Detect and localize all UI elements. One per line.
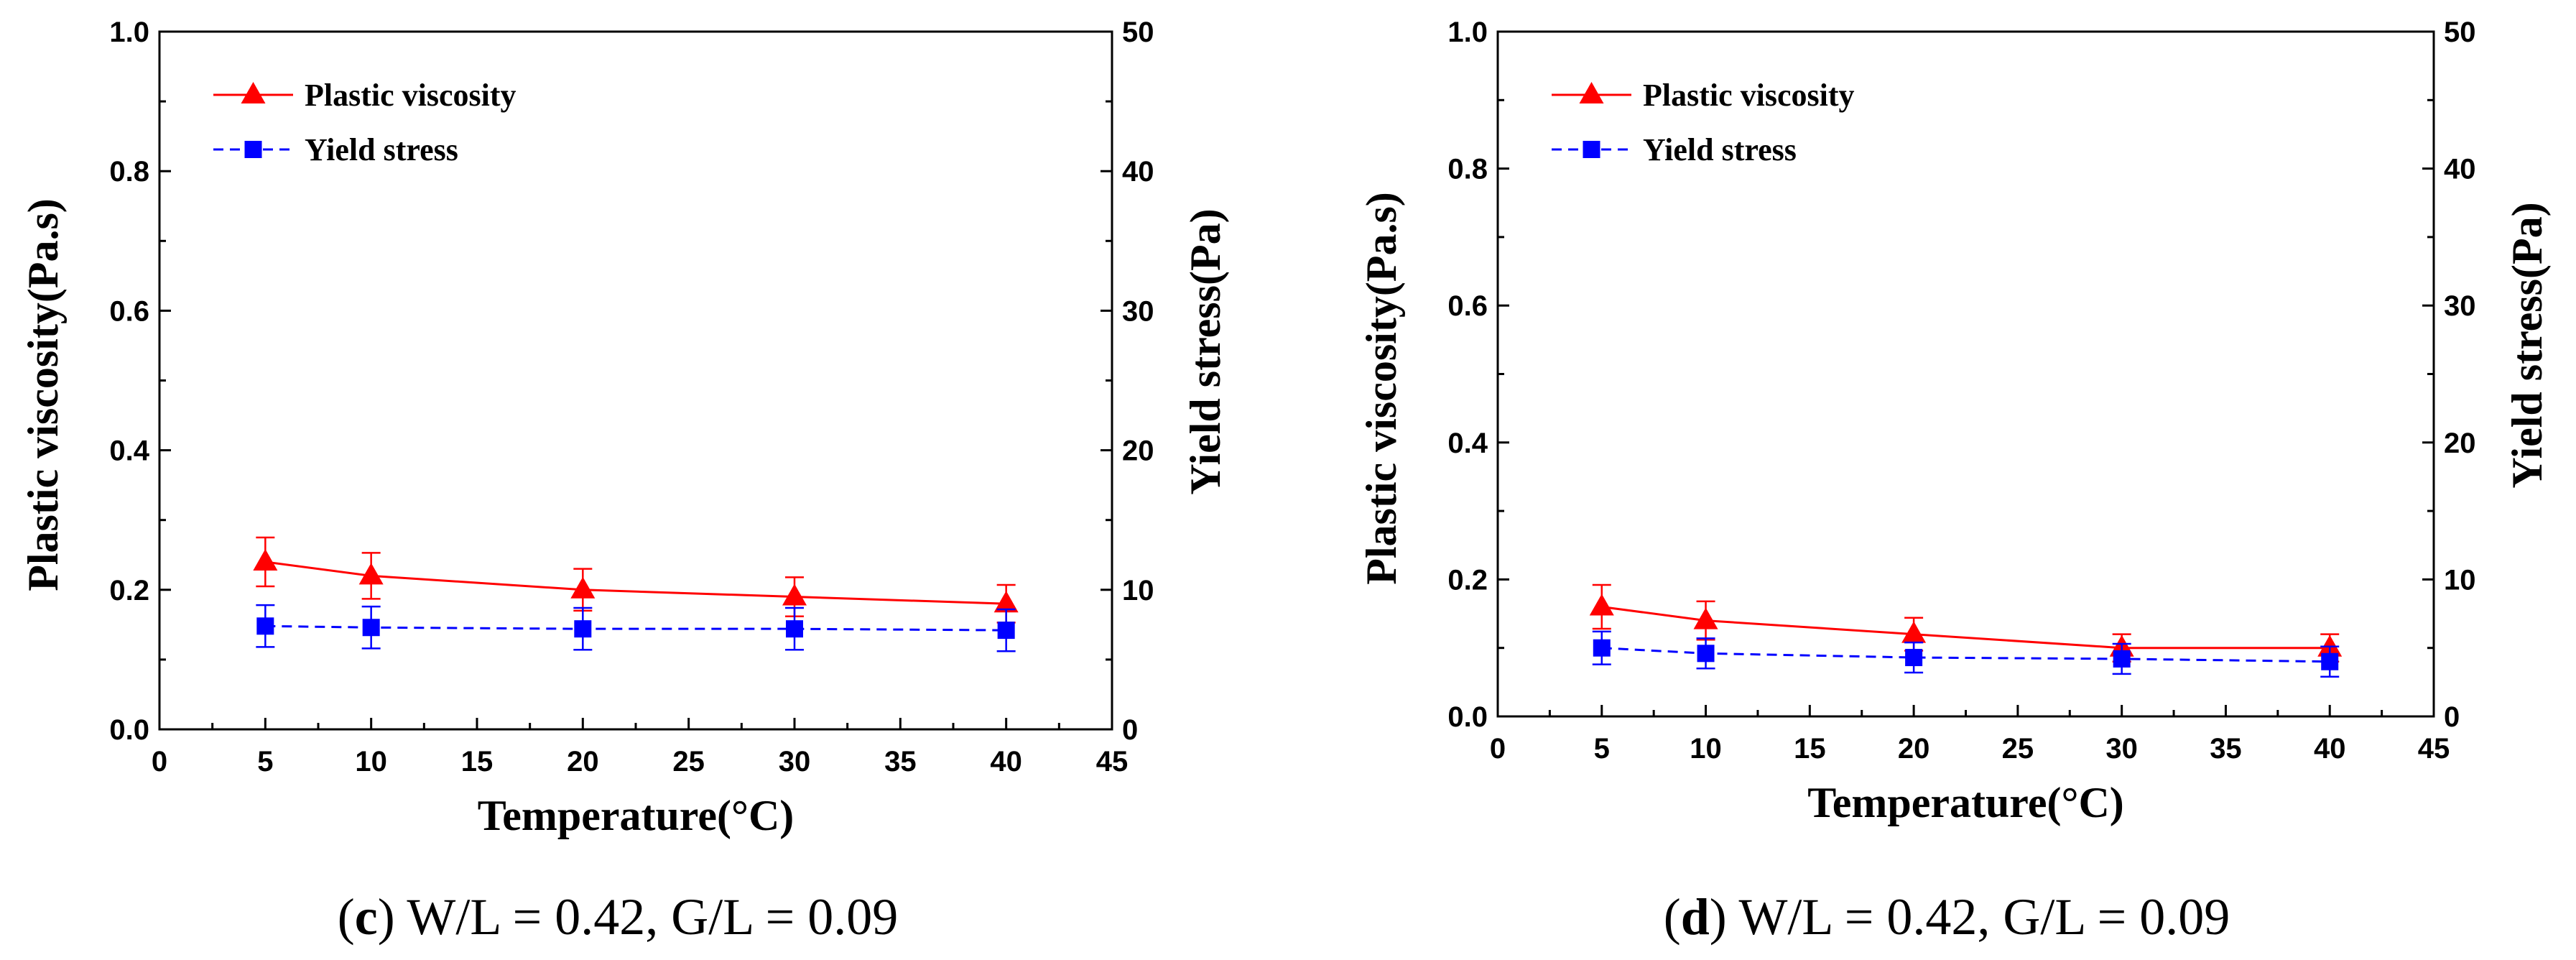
panel-d-y-right-tick-label: 40 xyxy=(2444,154,2476,185)
panel-c-y-left-tick-label: 0.2 xyxy=(109,575,149,606)
panel-d-chart: 0 5 10 15 20 25 30 35 40 45 0.0 0.2 0.4 0.6 0.8 1.0 0 10 2… xyxy=(1358,17,2551,946)
panel-d-yield-stress-point xyxy=(2321,652,2339,670)
panel-d-x-tick-label: 25 xyxy=(2002,733,2034,765)
panel-d-y-left-tick-label: 1.0 xyxy=(1447,17,1488,48)
panel-d-x-tick-label: 35 xyxy=(2210,733,2242,765)
panel-d-y-right-tick-label: 0 xyxy=(2444,701,2460,733)
panel-d-x-axis-title: Temperature(°C) xyxy=(1807,779,2124,826)
panel-d-legend-viscosity-marker xyxy=(1579,82,1604,103)
panel-c-x-axis-title: Temperature(°C) xyxy=(478,792,794,839)
panel-d-x-tick-label: 30 xyxy=(2105,733,2138,765)
panel-c-x-tick-label: 5 xyxy=(257,746,273,777)
panel-c-viscosity-point xyxy=(358,563,384,585)
panel-c-y-right-tick-label: 20 xyxy=(1122,435,1154,467)
panel-c-caption-letter: c xyxy=(355,888,378,946)
panel-c-legend-viscosity-label: Plastic viscosity xyxy=(305,78,516,113)
panel-d-yield-stress-point xyxy=(1593,639,1611,657)
panel-c-y-left-tick-label: 0.4 xyxy=(109,435,149,467)
panel-d-y-left-tick-label: 0.0 xyxy=(1447,701,1488,733)
panel-c-yield-stress-point xyxy=(997,622,1015,640)
panel-d-legend-yield-stress-label: Yield stress xyxy=(1643,132,1797,167)
panel-c-x-tick-label: 15 xyxy=(461,746,494,777)
panel-d-y-left-tick-label: 0.2 xyxy=(1447,564,1488,596)
panel-c-viscosity-point xyxy=(570,576,596,599)
panel-d-viscosity-point xyxy=(1693,607,1718,629)
panel-d-y-right-tick-label: 50 xyxy=(2444,17,2476,48)
panel-c-plot-frame xyxy=(158,30,1113,731)
panel-d-viscosity-point xyxy=(1901,621,1927,643)
panel-d-y-right-tick-label: 10 xyxy=(2444,564,2476,596)
panel-c-y-left-axis-title: Plastic viscosity(Pa.s) xyxy=(19,198,67,591)
panel-c-caption: (c) W/L = 0.42, G/L = 0.09 xyxy=(338,888,898,946)
panel-c-y-left-tick-label: 0.8 xyxy=(109,156,149,188)
panel-c-y-right-axis-title: Yield stress(Pa) xyxy=(1182,208,1229,494)
panel-d-x-tick-label: 15 xyxy=(1794,733,1826,765)
panel-c-yield-stress-point xyxy=(574,620,592,638)
panel-d-x-tick-label: 5 xyxy=(1594,733,1610,765)
panel-c-viscosity-point xyxy=(782,583,807,606)
panel-d-y-right-tick-label: 20 xyxy=(2444,428,2476,459)
panel-c-x-tick-label: 20 xyxy=(567,746,599,777)
panel-c-viscosity-point xyxy=(993,591,1019,613)
panel-c-x-tick-label: 0 xyxy=(152,746,167,777)
panel-d-yield-stress-point xyxy=(1905,649,1923,667)
panel-d-caption: (d) W/L = 0.42, G/L = 0.09 xyxy=(1664,888,2230,946)
panel-c-x-tick-label: 35 xyxy=(884,746,917,777)
panel-c-yield-stress-point xyxy=(256,617,274,635)
panel-c-y-right-tick-label: 30 xyxy=(1122,295,1154,327)
panel-c-caption-text: ) W/L = 0.42, G/L = 0.09 xyxy=(378,888,898,946)
panel-c-caption-open: ( xyxy=(338,888,355,946)
panel-c-chart: 0 5 10 15 20 25 30 35 40 45 0.0 0.2 0.4 0.6 0.8 1.0 0 10 2… xyxy=(19,17,1229,946)
panel-d-x-tick-label: 45 xyxy=(2418,733,2450,765)
panel-d-y-right-tick-label: 30 xyxy=(2444,290,2476,322)
panel-d-caption-text: ) W/L = 0.42, G/L = 0.09 xyxy=(1710,888,2230,946)
panel-d-plot-frame xyxy=(1496,30,2435,718)
panel-c-y-left-tick-label: 0.6 xyxy=(109,295,149,327)
panel-c-legend-viscosity-marker xyxy=(241,82,266,103)
panel-d-caption-letter: d xyxy=(1681,888,1710,946)
panel-d-y-left-axis-title: Plastic viscosity(Pa.s) xyxy=(1358,192,1405,585)
panel-d-y-left-tick-label: 0.4 xyxy=(1447,428,1488,459)
panel-d-x-tick-label: 10 xyxy=(1690,733,1722,765)
panel-c-y-right-tick-label: 40 xyxy=(1122,156,1154,188)
panel-d-viscosity-point xyxy=(1589,594,1614,616)
panel-c-yield-stress-point xyxy=(362,619,380,637)
panel-c-y-right-tick-label: 50 xyxy=(1122,17,1154,48)
panel-d-y-left-tick-label: 0.8 xyxy=(1447,154,1488,185)
panel-c-legend-yield-stress-marker xyxy=(244,141,262,158)
panel-c-x-tick-label: 30 xyxy=(779,746,811,777)
panel-d-y-right-axis-title: Yield stress(Pa) xyxy=(2503,202,2551,488)
panel-c-x-tick-label: 45 xyxy=(1096,746,1129,777)
panel-d-yield-stress-point xyxy=(2113,650,2131,668)
panel-d-yield-stress-line xyxy=(1601,647,2330,663)
panel-c-y-right-tick-label: 10 xyxy=(1122,575,1154,606)
panel-d-x-tick-label: 0 xyxy=(1490,733,1506,765)
panel-c-x-tick-label: 40 xyxy=(990,746,1022,777)
panel-d-yield-stress-point xyxy=(1697,645,1715,663)
panel-c-x-tick-label: 25 xyxy=(672,746,705,777)
panel-c-y-left-tick-label: 1.0 xyxy=(109,17,149,48)
panel-c-y-left-tick-label: 0.0 xyxy=(109,714,149,746)
panel-d-legend-viscosity-label: Plastic viscosity xyxy=(1643,78,1855,113)
panel-c-viscosity-point xyxy=(253,548,278,571)
panel-d-legend-yield-stress-marker xyxy=(1583,141,1600,158)
panel-c-legend-yield-stress-label: Yield stress xyxy=(305,132,458,167)
panel-c-y-right-tick-label: 0 xyxy=(1122,714,1138,746)
panel-c-yield-stress-point xyxy=(786,620,803,638)
panel-c-x-tick-label: 10 xyxy=(355,746,387,777)
panel-d-caption-open: ( xyxy=(1664,888,1681,946)
panel-d-y-left-tick-label: 0.6 xyxy=(1447,290,1488,322)
panel-d-x-tick-label: 40 xyxy=(2314,733,2346,765)
panel-d-x-tick-label: 20 xyxy=(1898,733,1930,765)
